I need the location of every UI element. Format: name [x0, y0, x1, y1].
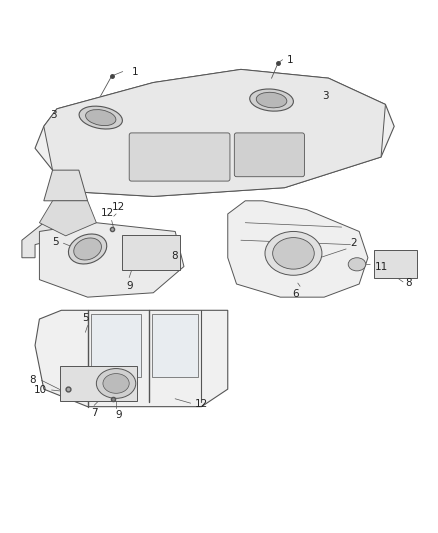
Text: 1: 1 — [131, 67, 138, 77]
Ellipse shape — [79, 106, 122, 129]
Text: 12: 12 — [112, 202, 125, 212]
Text: 3: 3 — [322, 91, 328, 101]
FancyBboxPatch shape — [374, 251, 417, 278]
Polygon shape — [35, 310, 228, 407]
FancyBboxPatch shape — [122, 235, 180, 270]
Ellipse shape — [265, 231, 322, 275]
Polygon shape — [44, 170, 88, 201]
Ellipse shape — [256, 92, 287, 108]
Ellipse shape — [68, 234, 107, 264]
Ellipse shape — [85, 110, 116, 126]
FancyBboxPatch shape — [129, 133, 230, 181]
FancyBboxPatch shape — [152, 314, 198, 377]
Text: 7: 7 — [91, 408, 98, 418]
Text: 2: 2 — [350, 238, 357, 248]
Text: 9: 9 — [115, 410, 122, 419]
Ellipse shape — [348, 258, 366, 271]
Text: 12: 12 — [101, 208, 114, 219]
Ellipse shape — [96, 368, 136, 398]
Ellipse shape — [103, 374, 129, 393]
Text: 5: 5 — [53, 237, 59, 247]
Polygon shape — [39, 223, 184, 297]
Text: 10: 10 — [34, 385, 47, 395]
Polygon shape — [39, 201, 96, 236]
Ellipse shape — [74, 238, 102, 260]
Polygon shape — [35, 69, 394, 197]
Text: 5: 5 — [82, 313, 89, 324]
Text: 9: 9 — [126, 280, 133, 290]
Text: 3: 3 — [50, 110, 57, 120]
Text: 8: 8 — [171, 251, 177, 261]
Polygon shape — [228, 201, 368, 297]
Text: 8: 8 — [405, 278, 412, 288]
Text: 12: 12 — [195, 399, 208, 409]
Text: 8: 8 — [30, 375, 36, 384]
Text: 1: 1 — [287, 55, 293, 65]
Ellipse shape — [250, 89, 293, 111]
Polygon shape — [22, 223, 53, 258]
Ellipse shape — [272, 238, 314, 269]
FancyBboxPatch shape — [234, 133, 304, 177]
FancyBboxPatch shape — [60, 366, 137, 401]
Text: 11: 11 — [374, 262, 388, 271]
Text: 6: 6 — [292, 289, 299, 299]
FancyBboxPatch shape — [91, 314, 141, 377]
Polygon shape — [44, 69, 385, 197]
